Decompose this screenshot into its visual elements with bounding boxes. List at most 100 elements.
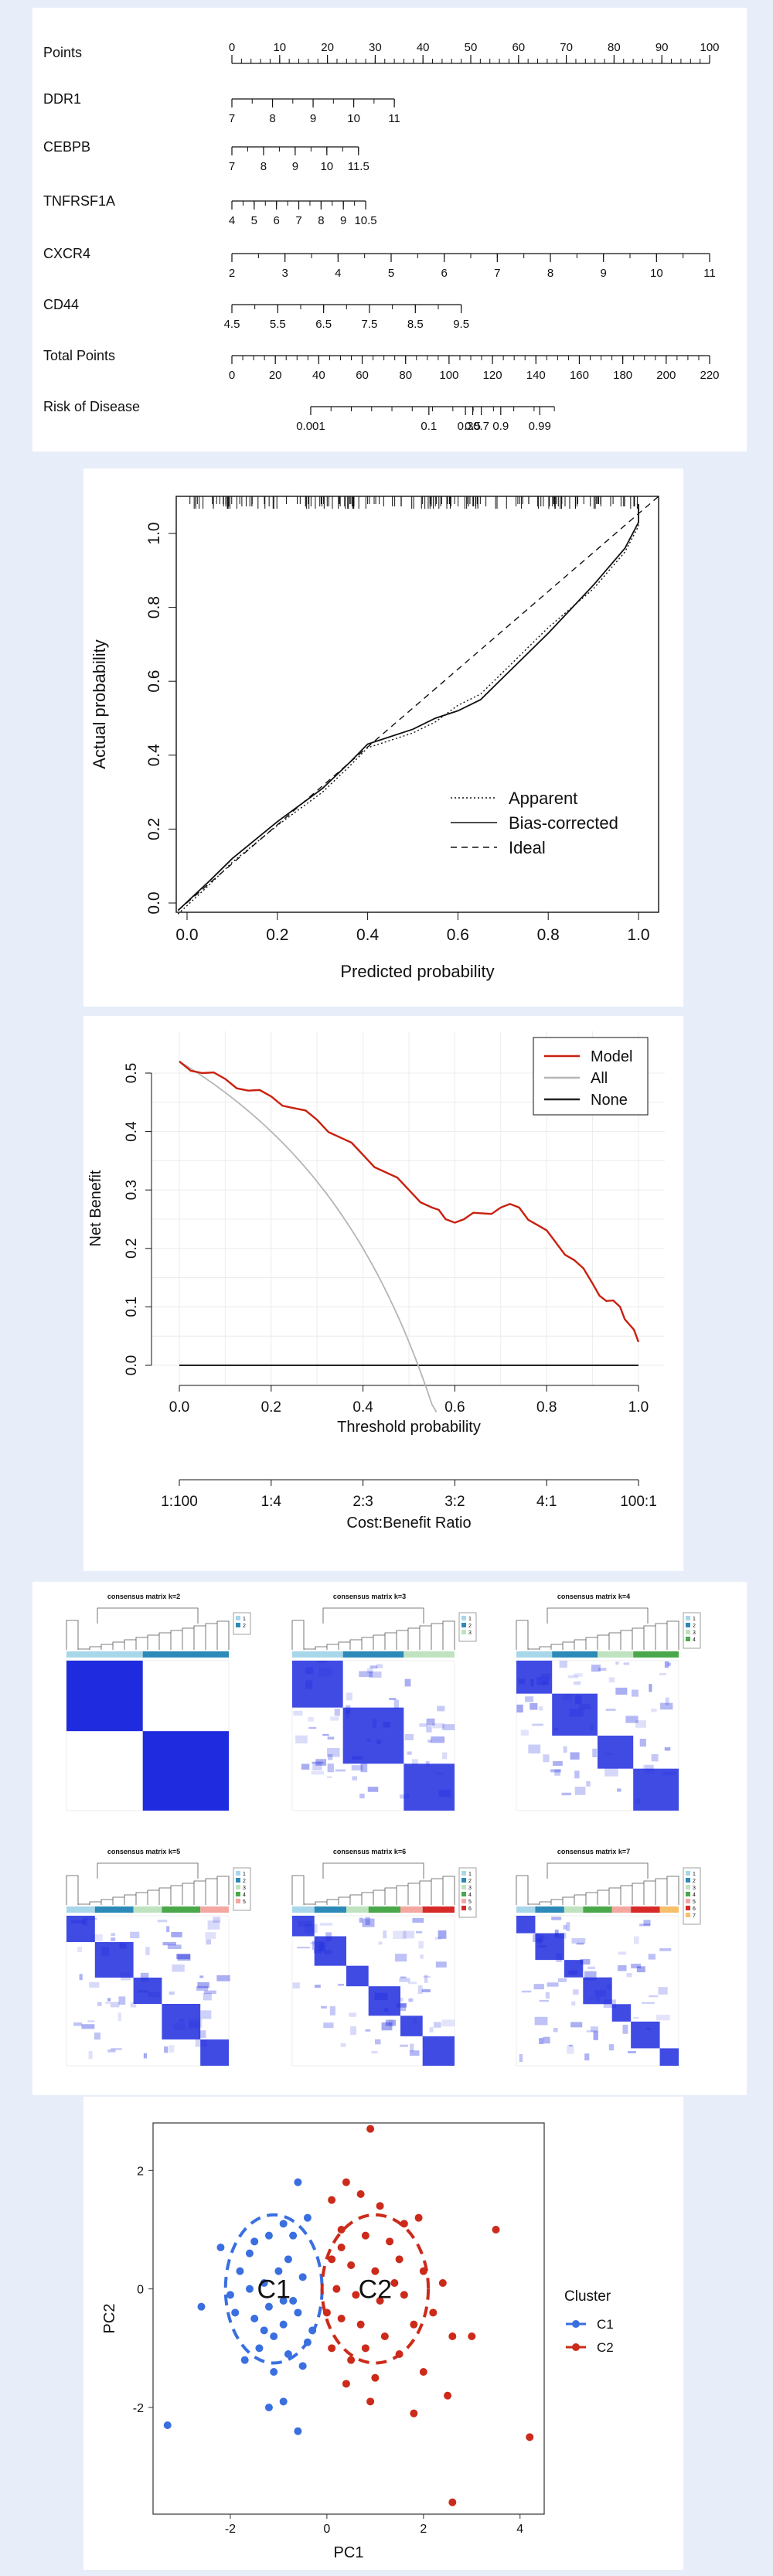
- pca-point: [468, 2332, 476, 2340]
- consensus-noise: [369, 1665, 378, 1669]
- nomogram-tick-label: 11: [703, 267, 716, 280]
- consensus-noise: [81, 2024, 95, 2029]
- consensus-noise: [659, 1673, 666, 1675]
- pca-point: [231, 2309, 240, 2317]
- consensus-legend-label: 3: [693, 1630, 696, 1636]
- pca-point: [347, 2261, 356, 2269]
- consensus-legend-label: 4: [468, 1893, 472, 1898]
- consensus-noise: [312, 1761, 322, 1770]
- consensus-cluster-bar: [368, 1906, 400, 1913]
- pca-x-axis-label: PC1: [334, 2544, 364, 2561]
- consensus-noise: [376, 1664, 383, 1668]
- pca-point: [342, 2380, 350, 2388]
- consensus-noise: [567, 1675, 579, 1678]
- consensus-legend-swatch: [686, 1913, 690, 1917]
- consensus-noise: [388, 2019, 394, 2027]
- pca-point: [216, 2244, 225, 2251]
- consensus-noise: [518, 1678, 526, 1685]
- nomogram-tick-label: 5: [251, 214, 257, 227]
- consensus-noise: [632, 2017, 639, 2019]
- consensus-noise: [537, 1938, 542, 1944]
- consensus-noise: [626, 1973, 632, 1978]
- consensus-noise: [395, 1954, 407, 1962]
- consensus-noise: [530, 1702, 538, 1710]
- consensus-noise: [426, 1726, 432, 1733]
- consensus-title: consensus matrix k=2: [107, 1593, 180, 1600]
- consensus-noise: [561, 1792, 571, 1796]
- calibration-figure: 0.0 0.2 0.4 0.6 0.8 1.0 0.0 0.2 0.4 0.6 0.8 1.0 Pred…: [90, 496, 659, 981]
- pca-point: [264, 2231, 273, 2240]
- consensus-legend-label: 1: [243, 1872, 246, 1877]
- consensus-noise: [520, 1729, 529, 1736]
- consensus-block: [346, 1965, 369, 1987]
- calibration-ideal-line: [177, 496, 659, 911]
- consensus-legend-swatch: [461, 1885, 466, 1889]
- dca-y-axis-label: Net Benefit: [87, 1170, 104, 1246]
- pca-point: [444, 2391, 452, 2400]
- consensus-noise: [360, 1763, 368, 1773]
- nomogram-tick-label: 5: [388, 267, 394, 280]
- consensus-noise: [437, 1705, 445, 1712]
- consensus-legend-swatch: [236, 1616, 240, 1620]
- consensus-noise: [622, 2024, 628, 2034]
- consensus-block: [404, 1763, 455, 1811]
- consensus-noise: [324, 1950, 332, 1954]
- consensus-cluster-bar: [292, 1906, 315, 1913]
- consensus-noise: [435, 1772, 444, 1775]
- dca-x-tick-label: 0.0: [169, 1399, 189, 1416]
- consensus-legend-label: 6: [468, 1906, 472, 1912]
- consensus-noise: [634, 1936, 639, 1944]
- consensus-noise: [591, 1665, 601, 1672]
- consensus-noise: [107, 2049, 116, 2053]
- pca-point: [429, 2309, 438, 2317]
- consensus-noise: [528, 1744, 541, 1754]
- consensus-noise: [584, 1971, 597, 1981]
- consensus-noise: [305, 1680, 313, 1689]
- pca-point: [279, 2320, 288, 2329]
- nomogram-tick-label: 8: [318, 214, 324, 227]
- consensus-noise: [410, 2043, 414, 2052]
- nomogram-tick-label: 160: [570, 369, 589, 382]
- consensus-cluster-bar: [66, 1651, 143, 1658]
- nomogram-tick-label: 140: [526, 369, 546, 382]
- consensus-block: [611, 2004, 632, 2022]
- consensus-noise: [649, 1684, 652, 1692]
- consensus-noise: [438, 1789, 451, 1797]
- calibration-y-tick-label: 0.6: [145, 670, 163, 693]
- dca-y-tick-label: 0.2: [124, 1239, 140, 1259]
- consensus-noise: [407, 1981, 417, 1985]
- consensus-noise: [656, 2014, 670, 2021]
- nomogram-tick-label: 9: [310, 112, 316, 125]
- consensus-noise: [424, 1975, 428, 1983]
- consensus-noise: [359, 1671, 373, 1678]
- consensus-noise: [399, 1794, 410, 1799]
- nomogram-row-label: CEBPB: [43, 139, 90, 155]
- nomogram-tick-label: 9: [292, 160, 298, 173]
- consensus-noise: [593, 2031, 598, 2040]
- pca-point: [342, 2178, 350, 2186]
- pca-point: [366, 2125, 375, 2133]
- dca-y-tick-label: 0.5: [124, 1063, 140, 1083]
- pca-point: [289, 2231, 298, 2240]
- consensus-noise: [417, 1985, 423, 1995]
- pca-point: [197, 2302, 206, 2311]
- consensus-block: [292, 1916, 315, 1937]
- consensus-noise: [164, 2046, 169, 2053]
- consensus-noise: [618, 1951, 627, 1955]
- consensus-noise: [308, 1727, 317, 1729]
- consensus-legend-label: 1: [243, 1617, 246, 1622]
- consensus-block: [142, 1731, 229, 1811]
- consensus-noise: [530, 1679, 534, 1687]
- consensus-noise: [651, 1709, 657, 1712]
- pca-point: [395, 2255, 404, 2264]
- consensus-noise: [411, 1759, 418, 1766]
- consensus-title: consensus matrix k=7: [557, 1848, 630, 1855]
- nomogram-tick-label: 40: [312, 369, 325, 382]
- nomogram-tick-label: 7.5: [362, 318, 378, 331]
- consensus-legend-swatch: [461, 1906, 466, 1910]
- consensus-noise: [148, 1992, 161, 1998]
- consensus-noise: [327, 1748, 340, 1757]
- consensus-cluster-bar: [400, 1906, 423, 1913]
- consensus-noise: [632, 1689, 638, 1697]
